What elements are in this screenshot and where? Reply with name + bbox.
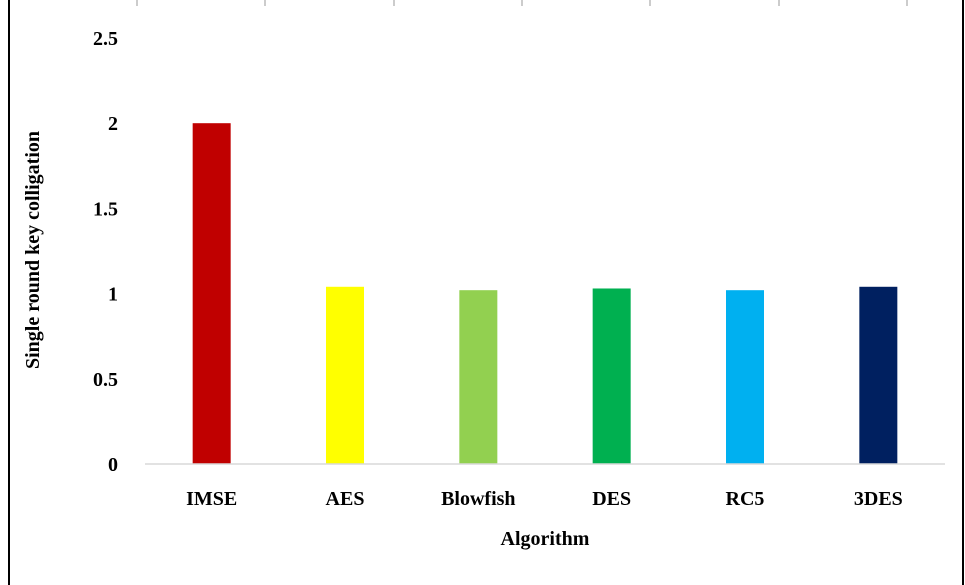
- y-tick-label: 1.5: [93, 198, 118, 220]
- frame-top-ticks: [136, 0, 908, 6]
- x-tick-label: IMSE: [186, 488, 237, 510]
- x-tick-label: Blowfish: [441, 488, 515, 510]
- bar-aes: [326, 286, 364, 464]
- x-tick-labels: IMSE AES Blowfish DES RC5 3DES: [186, 488, 903, 510]
- y-tick-label: 1: [108, 284, 118, 306]
- x-axis-title: Algorithm: [501, 528, 590, 550]
- y-tick-label: 2.5: [93, 28, 118, 50]
- bar-des: [592, 288, 631, 464]
- y-tick-label: 2: [108, 113, 118, 135]
- bar-rc5: [726, 290, 764, 464]
- y-tick-label: 0.5: [93, 369, 118, 391]
- y-tick-labels: 0 0.5 1 1.5 2 2.5: [93, 28, 118, 476]
- bar-imse: [192, 123, 231, 464]
- bar-3des: [859, 286, 898, 464]
- x-tick-label: 3DES: [854, 488, 903, 510]
- y-axis-title: Single round key colligation: [22, 131, 44, 369]
- y-tick-label: 0: [108, 454, 118, 476]
- bar-blowfish: [459, 290, 498, 464]
- x-tick-label: DES: [592, 488, 631, 510]
- x-tick-label: AES: [326, 488, 365, 510]
- bars-group: [192, 123, 898, 464]
- x-tick-label: RC5: [726, 488, 765, 510]
